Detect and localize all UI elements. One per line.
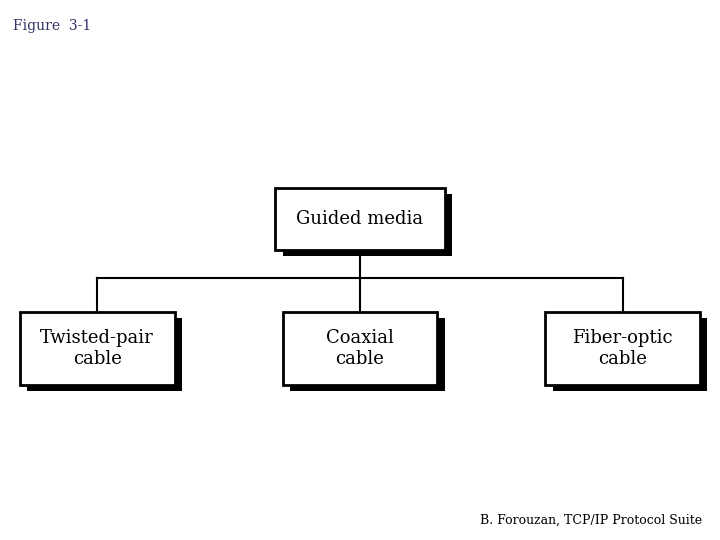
FancyBboxPatch shape — [553, 319, 707, 391]
FancyBboxPatch shape — [27, 319, 181, 391]
Text: Figure  3-1: Figure 3-1 — [13, 19, 91, 33]
Text: Guided media: Guided media — [297, 210, 423, 228]
FancyBboxPatch shape — [546, 312, 700, 384]
Text: B. Forouzan, TCP/IP Protocol Suite: B. Forouzan, TCP/IP Protocol Suite — [480, 514, 702, 526]
Text: Coaxial
cable: Coaxial cable — [326, 329, 394, 368]
FancyBboxPatch shape — [283, 194, 452, 256]
FancyBboxPatch shape — [289, 319, 445, 391]
Text: Fiber-optic
cable: Fiber-optic cable — [572, 329, 673, 368]
FancyBboxPatch shape — [20, 312, 174, 384]
FancyBboxPatch shape — [283, 312, 438, 384]
Text: Twisted-pair
cable: Twisted-pair cable — [40, 329, 154, 368]
FancyBboxPatch shape — [275, 188, 444, 249]
